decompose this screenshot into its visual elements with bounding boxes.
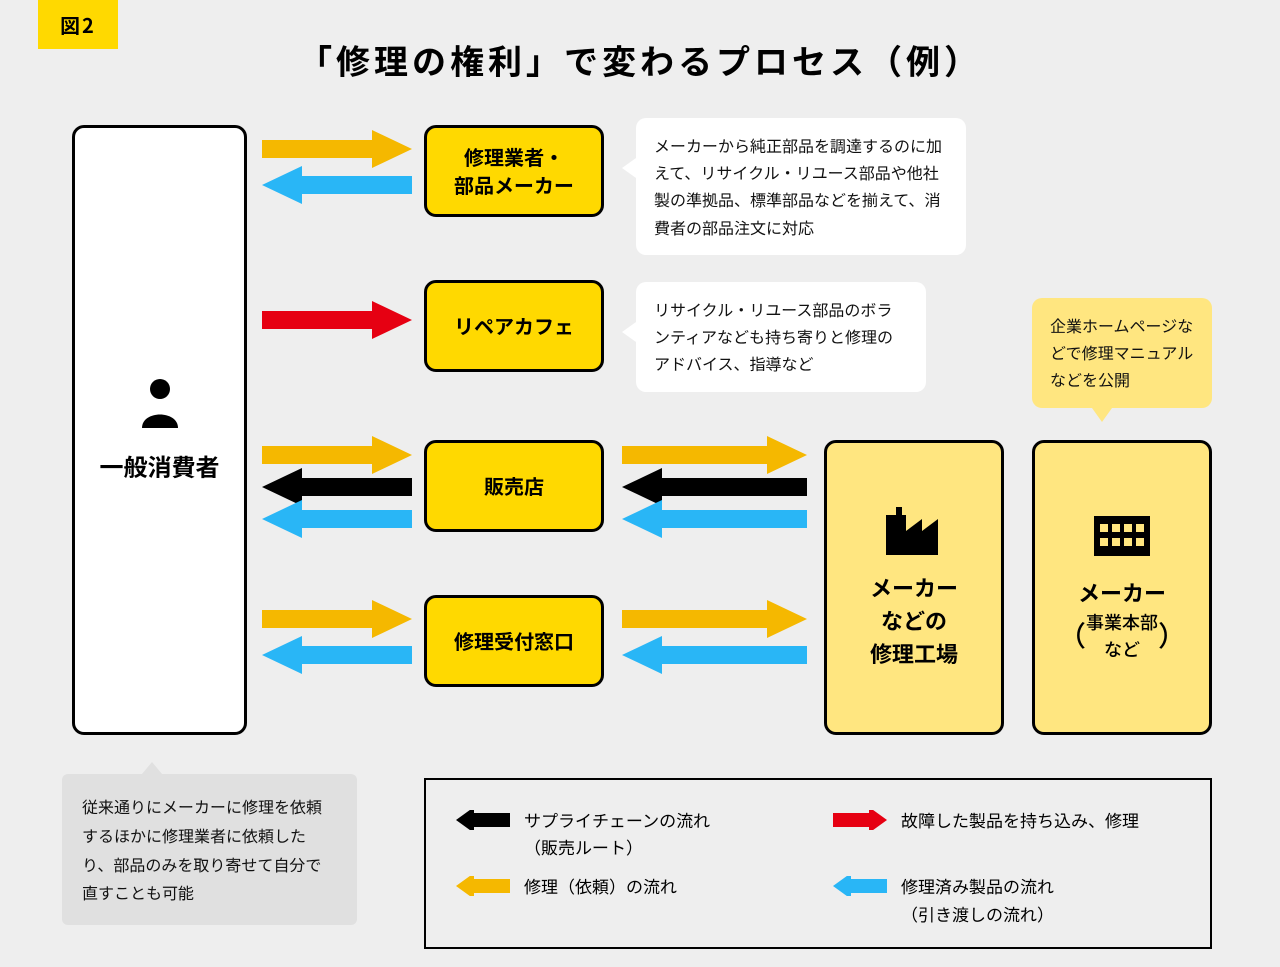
legend-yellow-label: 修理（依頼）の流れ [524, 872, 677, 899]
legend-black-label: サプライチェーンの流れ （販売ルート） [524, 806, 710, 860]
legend-red: 故障した製品を持ち込み、修理 [833, 806, 1180, 860]
legend-red-label: 故障した製品を持ち込み、修理 [901, 806, 1139, 833]
legend-cyan: 修理済み製品の流れ （引き渡しの流れ） [833, 872, 1180, 926]
callout-consumer: 従来通りにメーカーに修理を依頼するほかに修理業者に依頼したり、部品のみを取り寄せ… [62, 774, 357, 925]
arrow-set-left [0, 0, 1280, 760]
arrow-red-icon [833, 810, 887, 830]
arrow-cyan-icon [833, 876, 887, 896]
arrow-yellow-icon [456, 876, 510, 896]
legend-black: サプライチェーンの流れ （販売ルート） [456, 806, 803, 860]
legend-cyan-label: 修理済み製品の流れ （引き渡しの流れ） [901, 872, 1054, 926]
arrow-black-icon [456, 810, 510, 830]
legend: サプライチェーンの流れ （販売ルート） 故障した製品を持ち込み、修理 修理（依頼… [424, 778, 1212, 949]
legend-yellow: 修理（依頼）の流れ [456, 872, 803, 926]
